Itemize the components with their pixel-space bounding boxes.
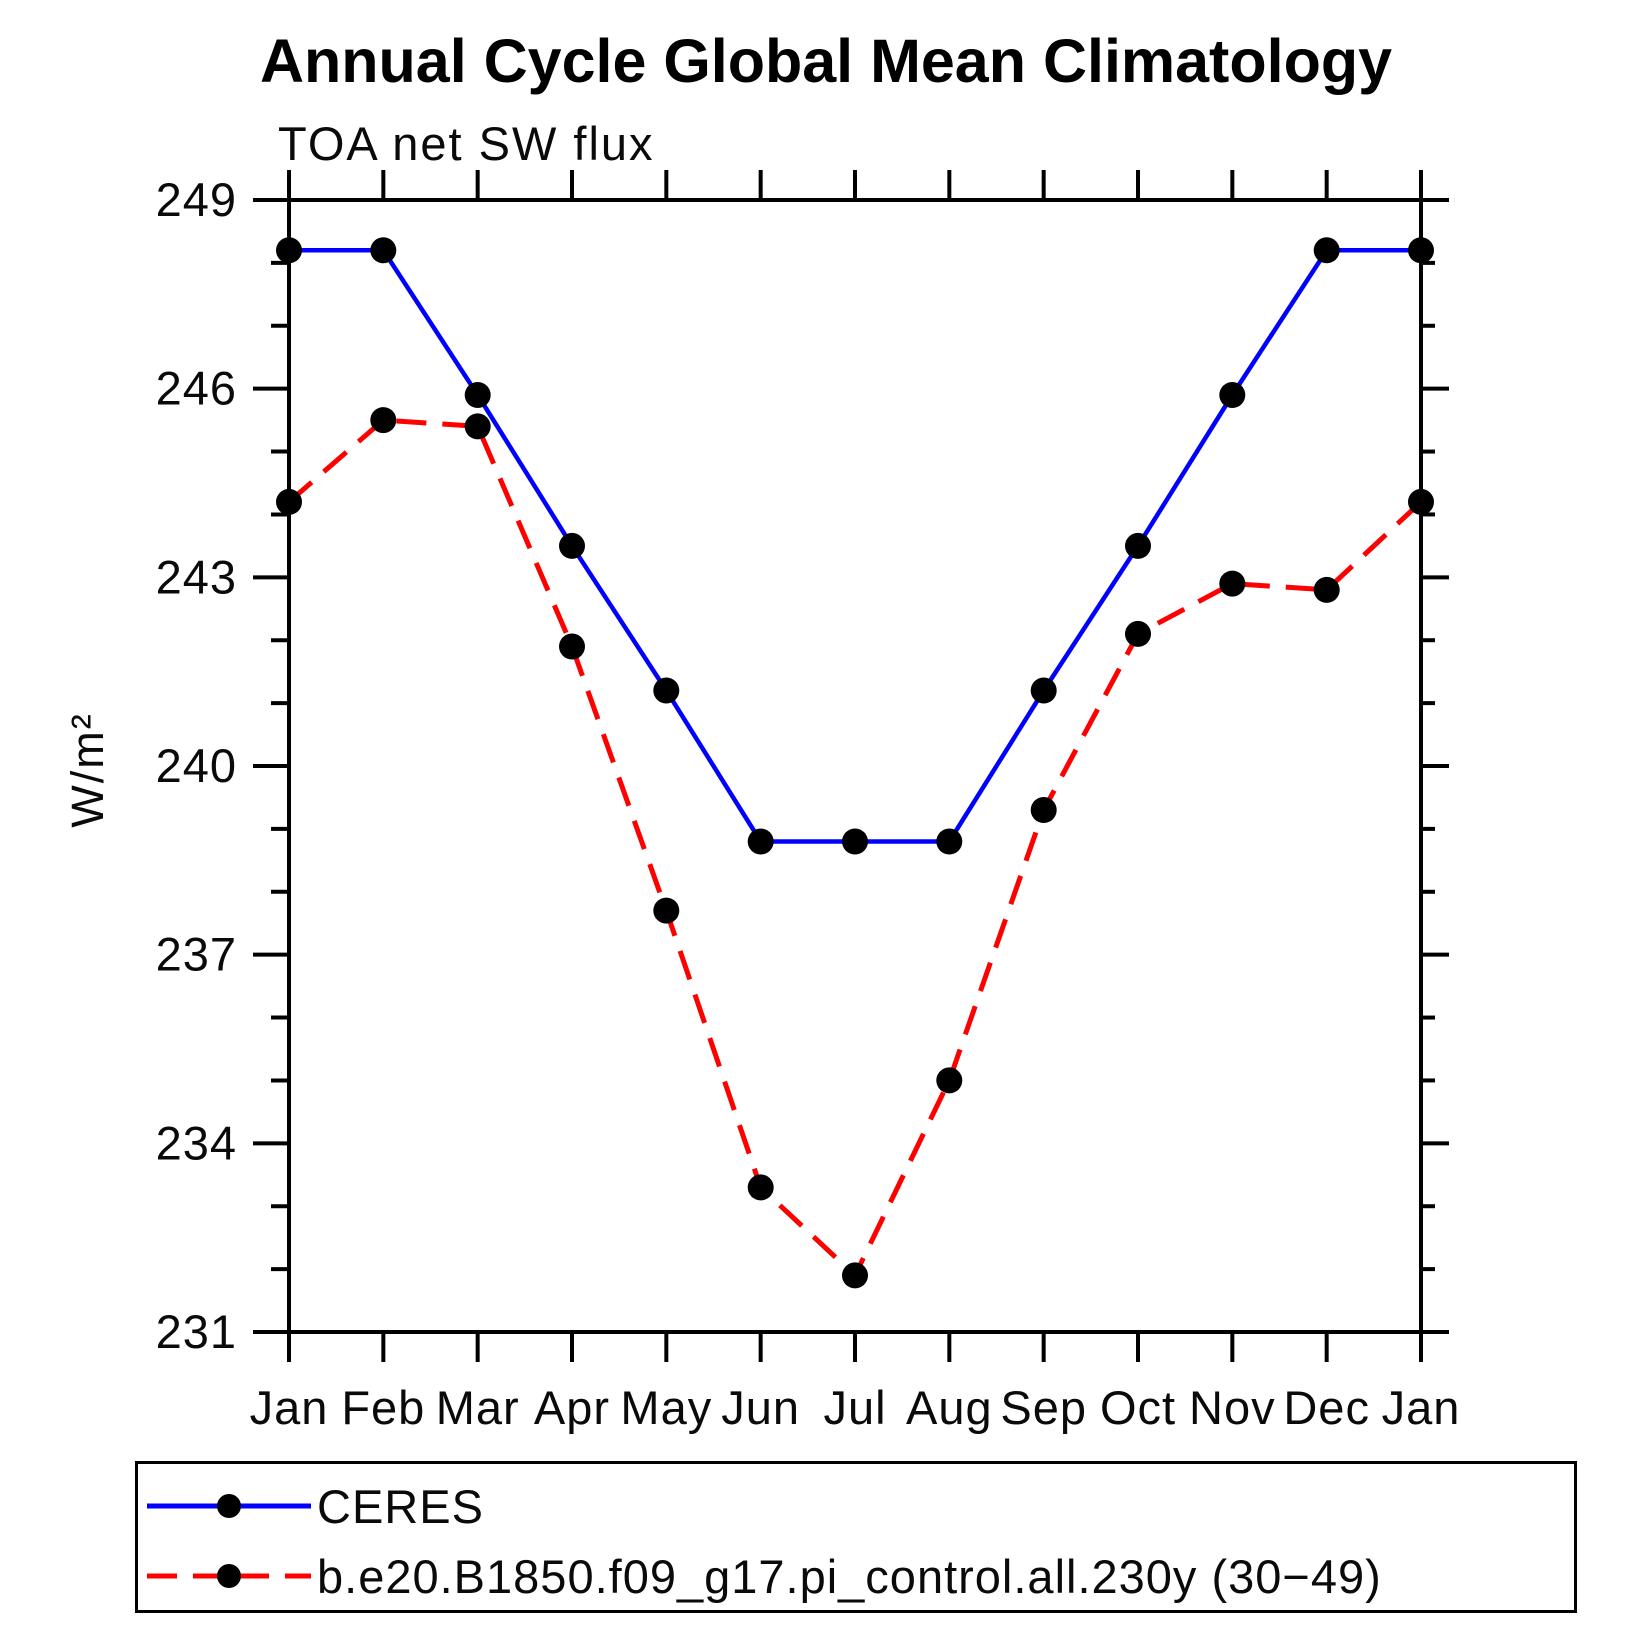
legend-item-model: b.e20.B1850.f09_g17.pi_control.all.230y …: [145, 1550, 1382, 1603]
x-tick-label: Mar: [436, 1381, 520, 1434]
x-tick-label: Aug: [906, 1381, 993, 1434]
data-point-model: [276, 488, 302, 515]
data-point-ceres: [1125, 532, 1151, 559]
legend-line-sample-solid: [147, 1494, 311, 1518]
legend-marker-dot-icon: [217, 1564, 241, 1588]
series-line-ceres: [289, 248, 1421, 844]
data-point-ceres: [1219, 382, 1246, 408]
y-tick-label: 246: [156, 362, 237, 415]
data-point-model: [1030, 797, 1057, 823]
data-point-ceres: [653, 677, 680, 704]
legend-item-ceres: CERES: [145, 1480, 484, 1533]
data-point-model: [747, 1174, 774, 1201]
x-tick-label: Jan: [250, 1381, 329, 1434]
data-point-model: [1219, 570, 1246, 597]
x-tick-label: Sep: [1000, 1381, 1087, 1434]
data-point-ceres: [747, 828, 774, 855]
y-tick-label: 240: [156, 739, 237, 792]
data-point-ceres: [276, 237, 302, 264]
x-tick-label: Apr: [534, 1381, 610, 1434]
x-tick-label: Jan: [1382, 1381, 1461, 1434]
legend: CERES b.e20.B1850.f09_g17.pi_control.all…: [135, 1461, 1577, 1613]
data-point-ceres: [464, 382, 491, 408]
data-point-ceres: [370, 237, 397, 264]
legend-label-model: b.e20.B1850.f09_g17.pi_control.all.230y …: [317, 1549, 1382, 1603]
x-tick-label: Feb: [341, 1381, 425, 1434]
data-point-ceres: [1030, 677, 1057, 704]
x-tick-label: Jun: [721, 1381, 800, 1434]
data-point-model: [653, 897, 680, 924]
x-tick-label: Nov: [1189, 1381, 1276, 1434]
data-point-ceres: [1313, 237, 1340, 264]
x-tick-label: Jul: [823, 1381, 886, 1434]
x-tick-label: Dec: [1283, 1381, 1370, 1434]
data-point-ceres: [1408, 237, 1434, 264]
legend-line-sample-dashed: [147, 1564, 311, 1588]
data-point-ceres: [842, 828, 868, 855]
data-point-model: [936, 1067, 963, 1094]
legend-marker-dot-icon: [217, 1494, 241, 1518]
y-tick-label: 237: [156, 928, 237, 981]
y-tick-label: 243: [156, 550, 237, 603]
chart-subtitle: TOA net SW flux: [278, 117, 655, 170]
data-point-model: [464, 413, 491, 440]
data-point-model: [559, 633, 585, 660]
y-tick-label: 249: [156, 173, 237, 226]
y-tick-label: 231: [156, 1305, 237, 1358]
chart-title: Annual Cycle Global Mean Climatology: [259, 27, 1393, 95]
legend-label-ceres: CERES: [317, 1479, 484, 1533]
data-point-ceres: [936, 828, 963, 855]
data-point-model: [370, 407, 397, 434]
data-point-ceres: [559, 532, 585, 559]
data-point-model: [1313, 576, 1340, 603]
x-tick-label: Oct: [1100, 1381, 1176, 1434]
data-point-model: [842, 1262, 868, 1289]
x-tick-label: May: [620, 1381, 712, 1434]
data-point-model: [1408, 488, 1434, 515]
data-point-model: [1125, 620, 1151, 647]
y-tick-label: 234: [156, 1116, 237, 1169]
